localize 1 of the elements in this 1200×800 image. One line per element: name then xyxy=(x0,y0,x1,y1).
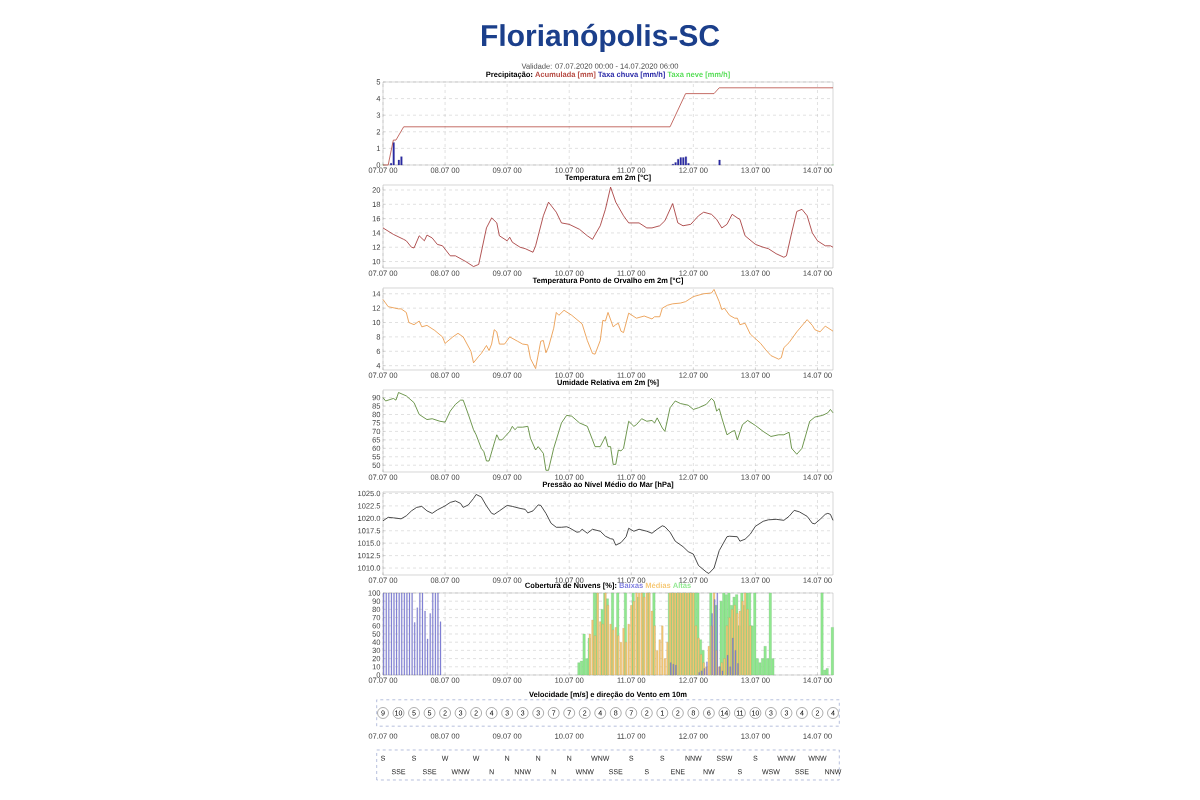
text: Florianópolis-SC xyxy=(482,23,720,53)
